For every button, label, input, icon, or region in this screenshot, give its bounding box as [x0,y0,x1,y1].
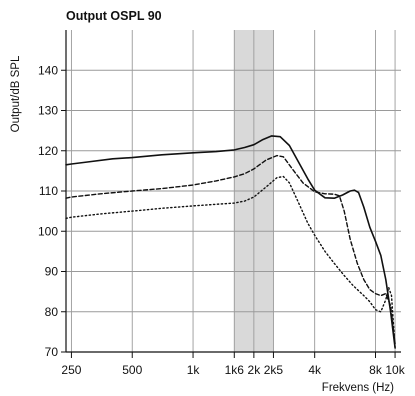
x-tick-label: 250 [61,363,81,377]
x-tick-label: 10k [385,363,405,377]
y-tick-label: 140 [38,63,58,77]
x-axis-label: Frekvens (Hz) [322,382,394,394]
x-tick-label: 4k [308,363,322,377]
x-tick-label: 1k6 [225,363,245,377]
series-line-dashed [65,154,396,345]
x-tick-label: 8k [369,363,383,377]
chart-title: Output OSPL 90 [66,9,162,23]
x-tick-label: 1k [187,363,201,377]
y-tick-label: 90 [45,265,59,279]
x-tick-label: 2k [248,363,262,377]
series-line-dotted [65,175,396,349]
y-tick-label: 100 [38,224,58,238]
x-tick-label: 500 [122,363,142,377]
y-tick-label: 110 [39,184,58,198]
y-tick-label: 120 [38,144,58,158]
series-line-solid [65,135,396,349]
y-axis-label: Output/dB SPL [10,55,22,132]
x-tick-label: 2k5 [264,363,284,377]
y-tick-label: 70 [45,345,59,359]
y-tick-label: 130 [38,104,58,118]
y-tick-label: 80 [45,305,59,319]
